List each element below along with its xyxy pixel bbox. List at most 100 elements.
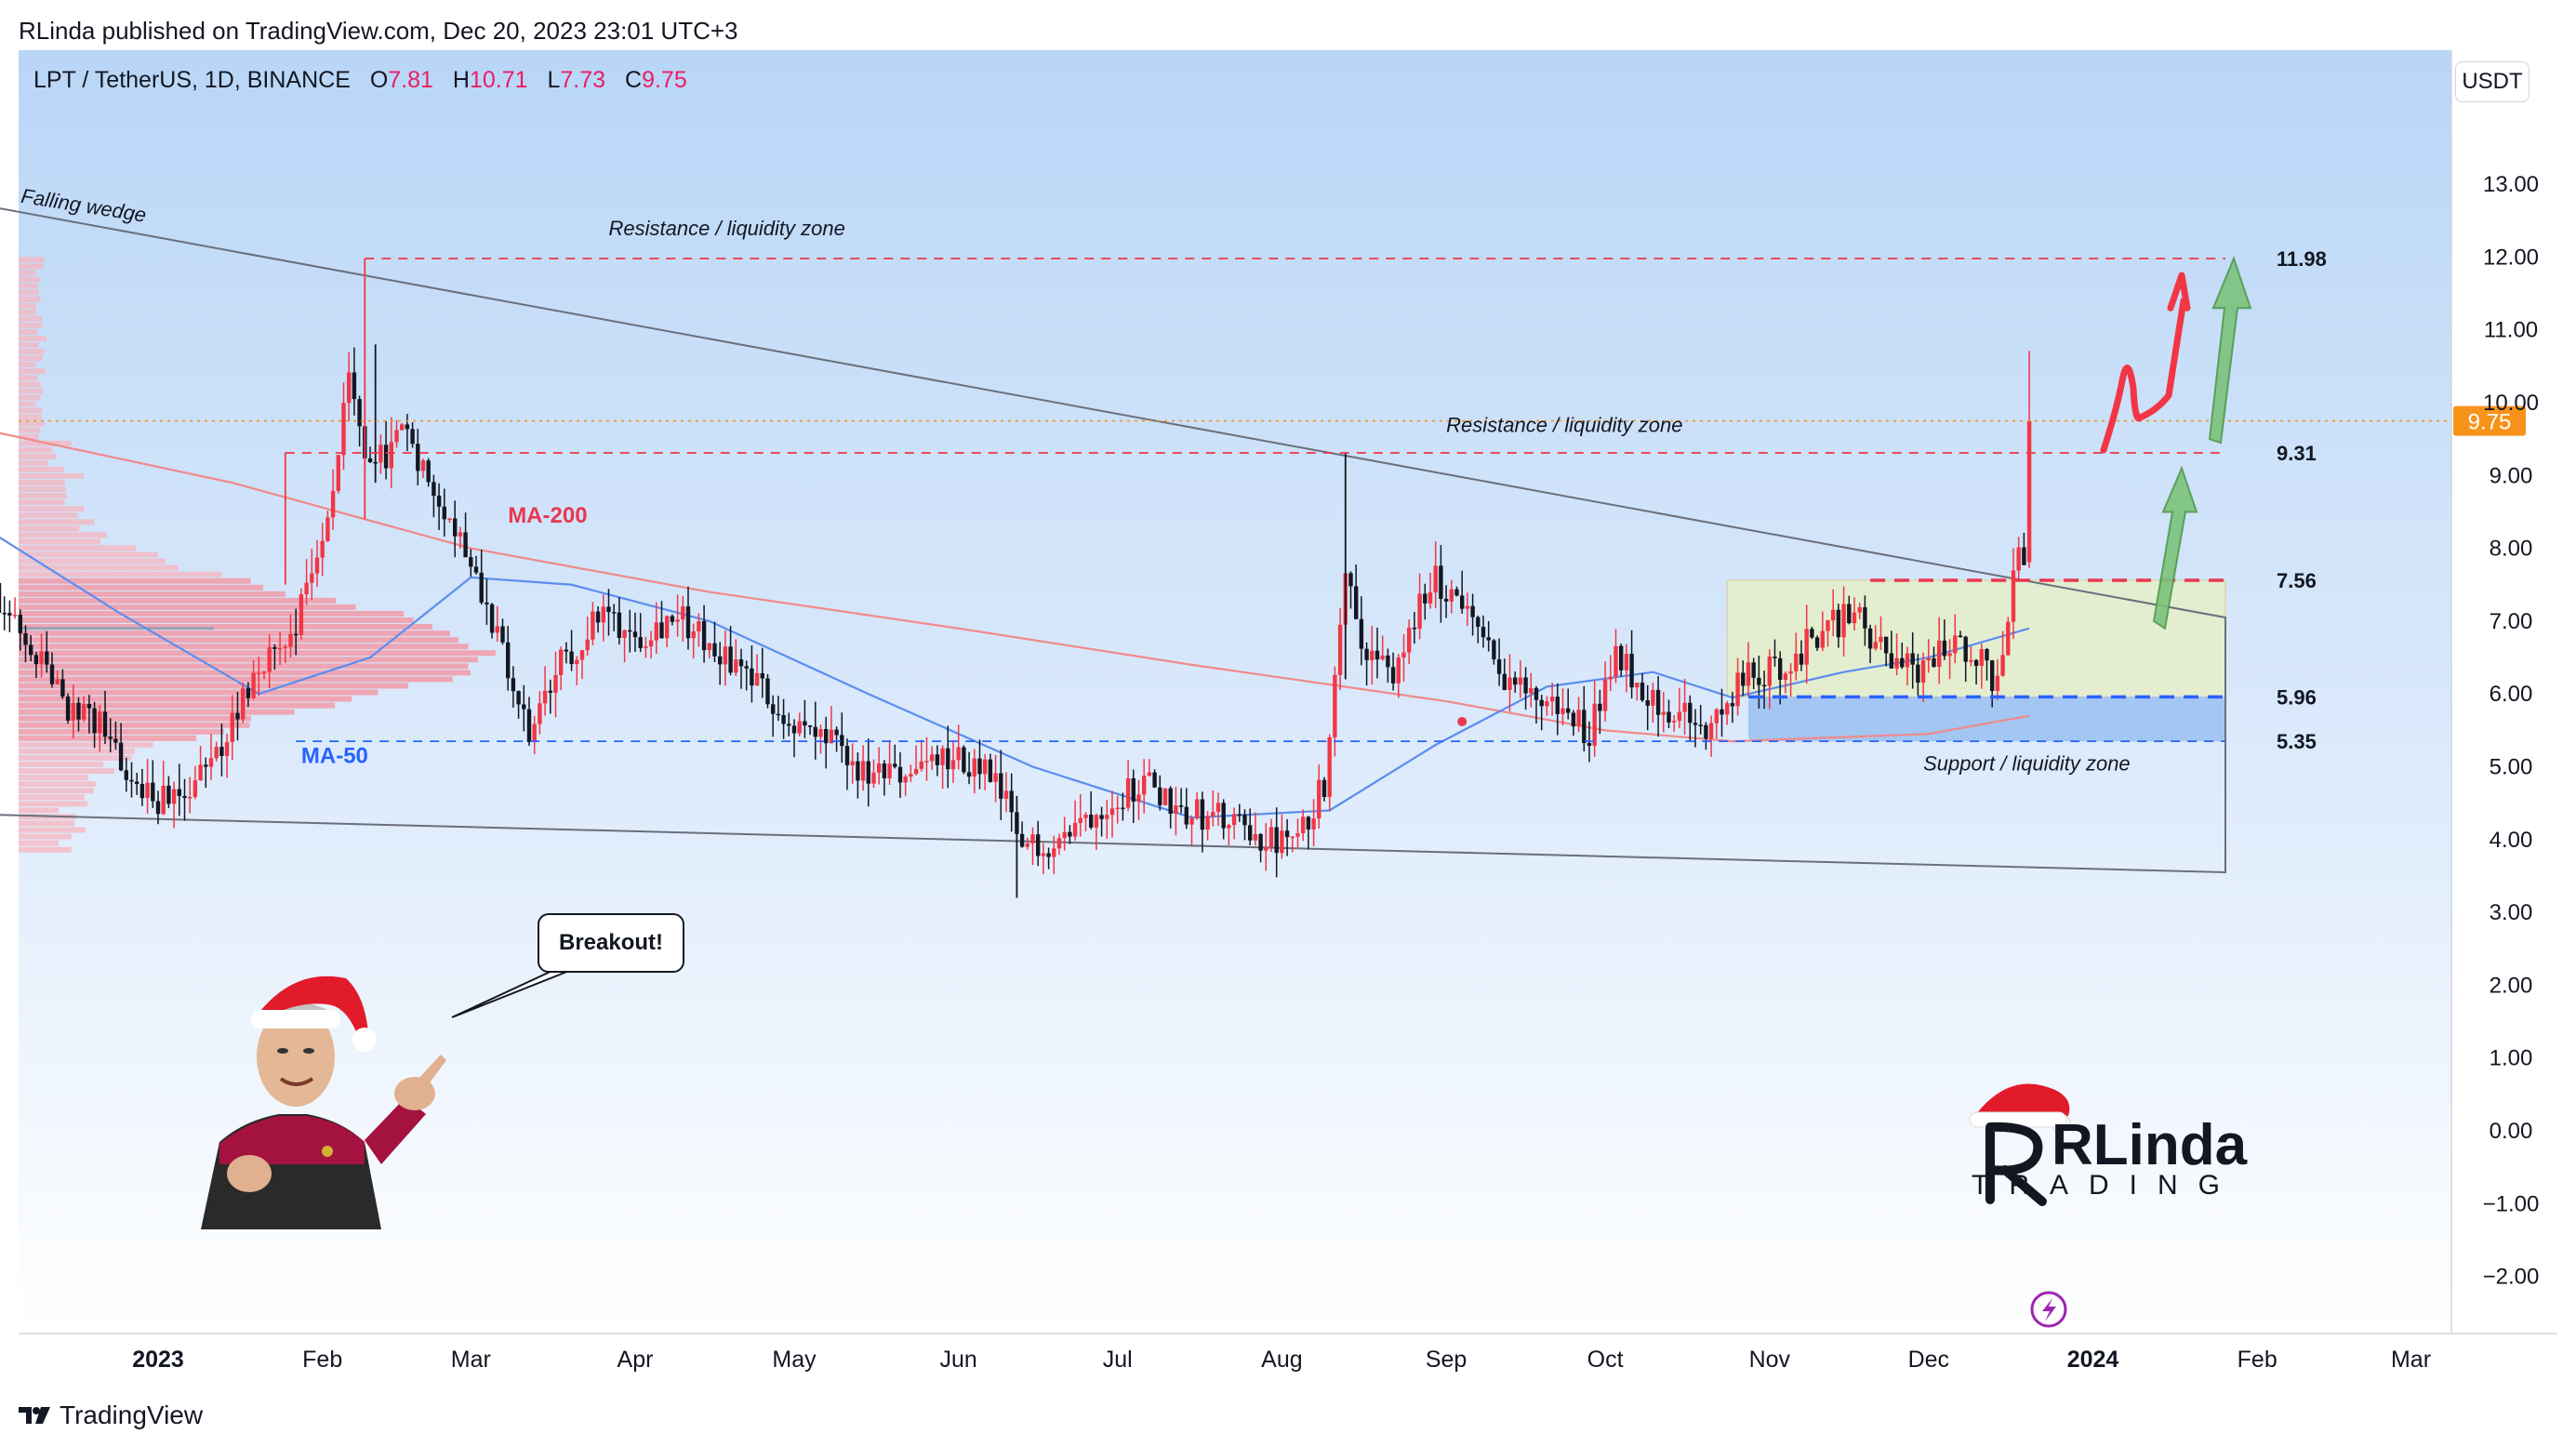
candle-body xyxy=(648,640,654,647)
currency-button[interactable]: USDT xyxy=(2455,61,2530,102)
candle-body xyxy=(294,633,299,636)
candle-body xyxy=(1030,834,1035,844)
candle-body xyxy=(1227,825,1231,829)
candle-body xyxy=(1741,672,1746,686)
candle-body xyxy=(86,703,92,709)
candle-body xyxy=(1237,814,1242,816)
profile-bar xyxy=(19,807,60,814)
candle-body xyxy=(1407,627,1412,653)
candle-body xyxy=(685,606,691,639)
candle-body xyxy=(1264,846,1268,851)
profile-bar xyxy=(19,335,46,341)
profile-bar xyxy=(19,388,43,394)
profile-bar xyxy=(19,610,405,617)
candle-body xyxy=(1337,624,1343,675)
candle-body xyxy=(1211,812,1215,816)
candle-body xyxy=(102,711,108,737)
candle-body xyxy=(606,606,611,613)
profile-bar xyxy=(19,342,39,349)
candle-body xyxy=(575,659,579,665)
x-tick-label: Feb xyxy=(302,1347,342,1373)
candle-body xyxy=(1174,805,1178,815)
candle-body xyxy=(1178,805,1184,807)
level-label: 5.96 xyxy=(2277,685,2317,709)
candle-body xyxy=(940,748,945,765)
profile-bar xyxy=(19,735,197,741)
profile-bar xyxy=(19,762,104,768)
candle-body xyxy=(1693,723,1698,725)
candle-body xyxy=(1094,815,1099,828)
y-tick-label: 4.00 xyxy=(2490,828,2533,853)
candle-body xyxy=(1354,586,1359,619)
symbol-legend[interactable]: LPT / TetherUS, 1D, BINANCE O7.81 H10.71… xyxy=(33,67,687,94)
tradingview-footer[interactable]: TradingView xyxy=(19,1401,203,1430)
profile-bar xyxy=(19,637,459,644)
x-tick-label: 2024 xyxy=(2067,1347,2119,1373)
lightning-icon[interactable] xyxy=(2030,1291,2067,1328)
y-tick-label: 13.00 xyxy=(2483,172,2539,197)
profile-bar xyxy=(19,722,250,728)
x-tick-label: Dec xyxy=(1908,1347,1949,1373)
candle-body xyxy=(1624,654,1629,670)
candle-body xyxy=(1730,703,1735,707)
candle-body xyxy=(966,772,972,777)
candle-body xyxy=(485,602,489,604)
candle-body xyxy=(1953,635,1958,654)
candle-body xyxy=(1019,833,1025,847)
candle-body xyxy=(1492,640,1496,660)
candle-body xyxy=(357,399,362,427)
candle-body xyxy=(1708,723,1714,739)
level-label: 9.31 xyxy=(2277,442,2317,465)
candle-body xyxy=(1549,697,1555,702)
candle-body xyxy=(893,763,897,767)
profile-bar xyxy=(19,302,37,309)
profile-bar xyxy=(19,407,43,414)
candle-body xyxy=(65,697,71,721)
profile-bar xyxy=(19,322,44,328)
y-tick-label: 3.00 xyxy=(2490,900,2533,925)
candle-body xyxy=(1571,712,1576,727)
profile-bar xyxy=(19,499,65,506)
price-axis: −2.00 −1.00 0.00 1.00 2.00 3.00 4.00 5.00 6.00 7.… xyxy=(2483,172,2540,1289)
candle-body xyxy=(1147,772,1152,777)
profile-bar xyxy=(19,519,95,525)
candle-body xyxy=(860,761,866,781)
candle-body xyxy=(1142,776,1147,795)
close-value: 9.75 xyxy=(642,67,687,93)
candle-body xyxy=(1799,653,1804,665)
candle-body xyxy=(818,728,823,737)
candle-body xyxy=(1698,724,1703,727)
y-tick-label: 9.00 xyxy=(2490,463,2533,488)
candle-body xyxy=(1423,593,1427,604)
candle-body xyxy=(1518,677,1523,685)
candle-body xyxy=(45,651,49,665)
candle-body xyxy=(299,594,304,635)
candle-body xyxy=(288,633,293,647)
candle-body xyxy=(1333,674,1337,737)
profile-bar xyxy=(19,349,45,355)
candle-body xyxy=(1205,816,1210,830)
candle-body xyxy=(866,761,870,784)
profile-bar xyxy=(19,263,44,270)
candle-body xyxy=(1969,659,1973,662)
profile-bar xyxy=(19,650,496,657)
profile-bar xyxy=(19,696,352,702)
candle-body xyxy=(1990,660,1995,692)
candle-body xyxy=(887,763,892,778)
x-tick-label: Feb xyxy=(2237,1347,2277,1373)
candle-body xyxy=(1831,609,1836,621)
candle-body xyxy=(638,637,643,648)
falling-wedge xyxy=(0,207,2226,874)
candle-body xyxy=(712,643,717,657)
candle-body xyxy=(585,639,590,651)
candle-body xyxy=(1168,788,1173,815)
candle-body xyxy=(7,613,12,616)
annotation-text: Support / liquidity zone xyxy=(1923,751,2131,775)
candle-body xyxy=(1036,834,1041,856)
candle-body xyxy=(1688,702,1693,724)
annotation-text: Resistance / liquidity zone xyxy=(1446,413,1682,436)
candle-body xyxy=(314,557,320,574)
candle-body xyxy=(1200,799,1205,830)
profile-bar xyxy=(19,820,75,827)
candle-body xyxy=(1268,827,1274,847)
